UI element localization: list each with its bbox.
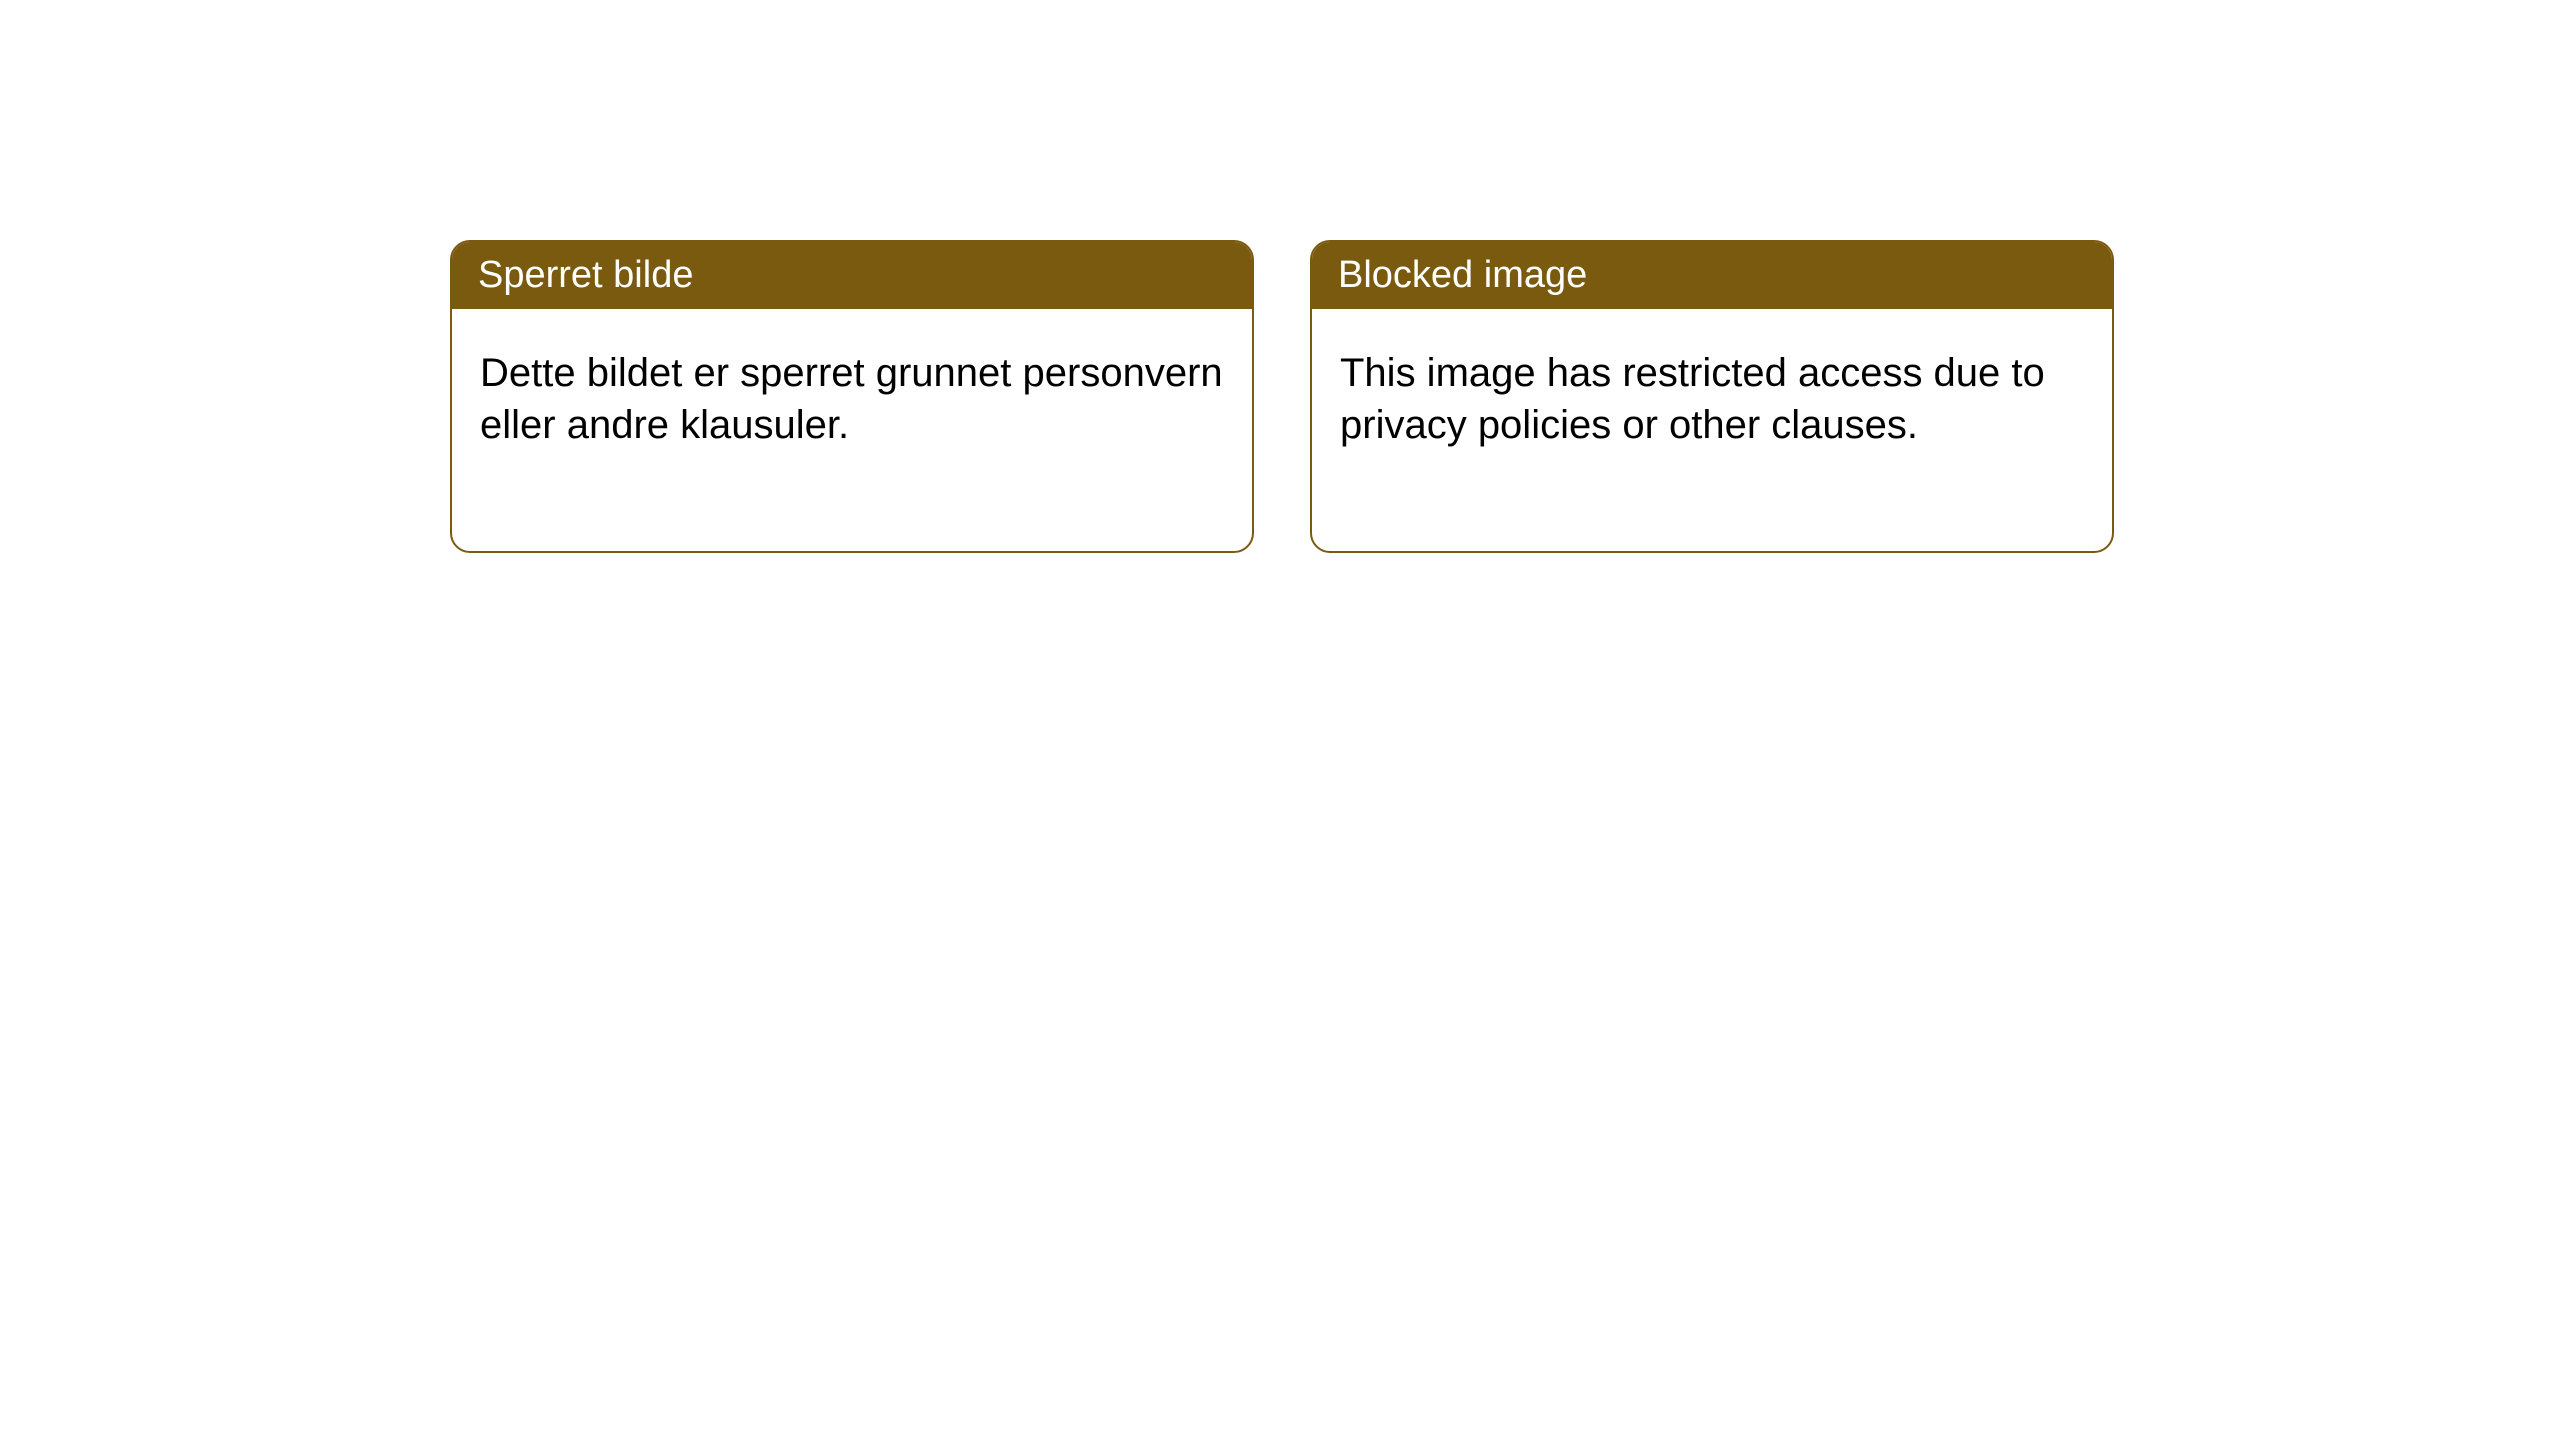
card-body: This image has restricted access due to … — [1312, 309, 2112, 551]
card-body-text: This image has restricted access due to … — [1340, 351, 2045, 447]
card-body: Dette bildet er sperret grunnet personve… — [452, 309, 1252, 551]
card-header: Blocked image — [1312, 242, 2112, 309]
blocked-image-card-norwegian: Sperret bilde Dette bildet er sperret gr… — [450, 240, 1254, 553]
blocked-image-card-english: Blocked image This image has restricted … — [1310, 240, 2114, 553]
card-body-text: Dette bildet er sperret grunnet personve… — [480, 351, 1223, 447]
blocked-image-cards-container: Sperret bilde Dette bildet er sperret gr… — [450, 240, 2560, 553]
card-title: Blocked image — [1338, 254, 1587, 296]
card-header: Sperret bilde — [452, 242, 1252, 309]
card-title: Sperret bilde — [478, 254, 693, 296]
